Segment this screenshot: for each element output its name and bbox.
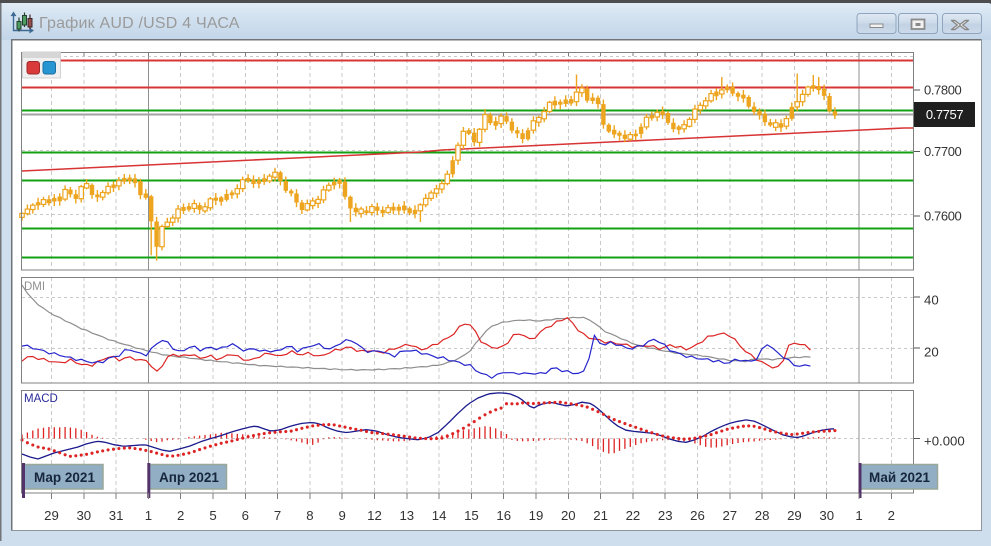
svg-text:30: 30	[819, 508, 834, 523]
svg-text:1: 1	[855, 508, 862, 523]
svg-text:23: 23	[658, 508, 673, 523]
svg-text:40: 40	[924, 293, 939, 308]
svg-text:6: 6	[242, 508, 249, 523]
svg-text:30: 30	[76, 508, 91, 523]
svg-text:График AUD /USD 4 ЧАСА: График AUD /USD 4 ЧАСА	[39, 15, 240, 32]
svg-text:0.7757: 0.7757	[926, 107, 964, 122]
svg-text:22: 22	[626, 508, 641, 523]
svg-text:21: 21	[593, 508, 608, 523]
svg-text:29: 29	[44, 508, 59, 523]
svg-text:28: 28	[755, 508, 770, 523]
svg-text:14: 14	[432, 508, 447, 523]
svg-text:15: 15	[464, 508, 479, 523]
svg-text:20: 20	[561, 508, 576, 523]
svg-text:19: 19	[529, 508, 544, 523]
svg-text:29: 29	[787, 508, 802, 523]
svg-text:20: 20	[924, 345, 939, 360]
svg-text:0.7600: 0.7600	[924, 209, 962, 224]
svg-text:16: 16	[496, 508, 511, 523]
svg-text:9: 9	[339, 508, 346, 523]
svg-text:Мар 2021: Мар 2021	[34, 470, 95, 485]
svg-text:31: 31	[109, 508, 124, 523]
svg-text:2: 2	[177, 508, 184, 523]
svg-text:+0.000: +0.000	[924, 434, 965, 449]
svg-text:2: 2	[888, 508, 895, 523]
svg-text:0.7700: 0.7700	[924, 144, 962, 159]
svg-text:0.7800: 0.7800	[924, 83, 962, 98]
svg-text:DMI: DMI	[24, 281, 45, 293]
svg-text:Апр 2021: Апр 2021	[159, 470, 219, 485]
svg-text:8: 8	[306, 508, 313, 523]
svg-text:13: 13	[399, 508, 414, 523]
svg-text:5: 5	[209, 508, 216, 523]
svg-text:12: 12	[367, 508, 382, 523]
svg-text:26: 26	[690, 508, 705, 523]
svg-text:Май 2021: Май 2021	[869, 470, 930, 485]
svg-text:MACD: MACD	[24, 393, 58, 405]
svg-text:27: 27	[722, 508, 737, 523]
svg-text:7: 7	[274, 508, 281, 523]
svg-text:1: 1	[145, 508, 152, 523]
